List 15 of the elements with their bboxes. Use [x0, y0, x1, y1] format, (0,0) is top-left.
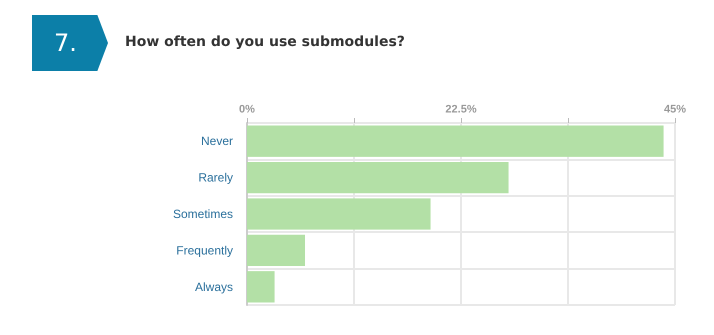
- chart-title: How often do you use submodules?: [125, 34, 405, 50]
- bar: [247, 162, 509, 194]
- bar: [247, 271, 275, 302]
- x-tick-label: 0%: [239, 104, 256, 116]
- y-tick-label: Frequently: [176, 243, 233, 258]
- badge: 7.: [32, 15, 108, 71]
- x-tick-label: 45%: [664, 104, 686, 116]
- x-tick-label: 22.5%: [445, 104, 477, 116]
- bar: [247, 234, 306, 266]
- y-tick-label: Never: [200, 134, 233, 148]
- y-tick-label: Always: [194, 280, 233, 294]
- y-tick-label: Sometimes: [172, 207, 233, 221]
- bar: [247, 198, 431, 230]
- bar: [247, 126, 664, 157]
- y-tick-label: Rarely: [198, 170, 233, 185]
